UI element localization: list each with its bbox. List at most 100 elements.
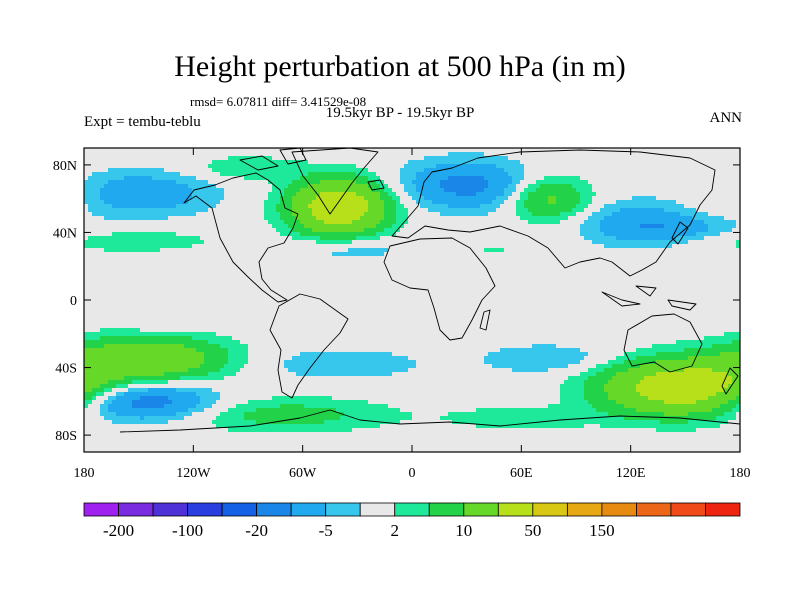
field-cell (672, 252, 677, 257)
field-cell (404, 152, 409, 157)
field-cell (604, 260, 609, 265)
field-cell (248, 200, 253, 205)
field-cell (220, 156, 225, 161)
field-cell (276, 228, 281, 233)
field-cell (452, 264, 457, 269)
field-cell (284, 200, 289, 205)
field-cell (232, 216, 237, 221)
field-cell (672, 180, 677, 185)
field-cell (116, 244, 121, 249)
field-cell (528, 188, 533, 193)
field-cell (236, 200, 241, 205)
field-cell (632, 216, 637, 221)
field-cell (260, 228, 265, 233)
field-cell (604, 160, 609, 165)
field-cell (396, 188, 401, 193)
field-cell (436, 200, 441, 205)
field-cell (444, 244, 449, 249)
field-cell (112, 252, 117, 257)
field-cell (732, 248, 737, 253)
field-cell (164, 244, 169, 249)
field-cell (656, 252, 661, 257)
field-cell (552, 264, 557, 269)
field-cell (580, 216, 585, 221)
field-cell (280, 184, 285, 189)
field-cell (472, 152, 477, 157)
field-cell (552, 172, 557, 177)
field-cell (432, 148, 437, 153)
field-cell (296, 168, 301, 173)
field-cell (528, 232, 533, 237)
field-cell (552, 248, 557, 253)
field-cell (540, 196, 545, 201)
field-cell (312, 208, 317, 213)
field-cell (736, 172, 741, 177)
field-cell (508, 208, 513, 213)
field-cell (660, 224, 665, 229)
field-cell (404, 196, 409, 201)
field-cell (536, 244, 541, 249)
field-cell (400, 244, 405, 249)
field-cell (212, 212, 217, 217)
field-cell (108, 268, 113, 273)
field-cell (676, 240, 681, 245)
field-cell (688, 256, 693, 261)
field-cell (244, 148, 249, 153)
field-cell (436, 180, 441, 185)
field-cell (352, 168, 357, 173)
field-cell (280, 252, 285, 257)
field-cell (380, 248, 385, 253)
field-cell (376, 160, 381, 165)
field-cell (692, 172, 697, 177)
field-cell (340, 176, 345, 181)
field-cell (92, 160, 97, 165)
field-cell (708, 192, 713, 197)
field-cell (184, 264, 189, 269)
field-cell (616, 204, 621, 209)
field-cell (156, 204, 161, 209)
field-cell (272, 260, 277, 265)
field-cell (492, 232, 497, 237)
field-cell (656, 200, 661, 205)
field-cell (108, 176, 113, 181)
field-cell (524, 172, 529, 177)
field-cell (280, 224, 285, 229)
field-cell (116, 184, 121, 189)
field-cell (712, 164, 717, 169)
field-cell (376, 224, 381, 229)
field-cell (184, 228, 189, 233)
field-cell (676, 188, 681, 193)
field-cell (204, 168, 209, 173)
field-cell (108, 224, 113, 229)
field-cell (516, 184, 521, 189)
field-cell (640, 236, 645, 241)
field-cell (360, 212, 365, 217)
field-cell (428, 244, 433, 249)
field-cell (244, 248, 249, 253)
field-cell (284, 232, 289, 237)
field-cell (724, 244, 729, 249)
field-cell (224, 164, 229, 169)
field-cell (136, 200, 141, 205)
field-cell (672, 148, 677, 153)
field-cell (400, 156, 405, 161)
field-cell (500, 192, 505, 197)
field-cell (484, 256, 489, 261)
field-cell (552, 156, 557, 161)
field-cell (720, 192, 725, 197)
field-cell (644, 164, 649, 169)
field-cell (104, 184, 109, 189)
field-cell (460, 188, 465, 193)
field-cell (424, 236, 429, 241)
field-cell (416, 232, 421, 237)
field-cell (192, 176, 197, 181)
field-cell (580, 188, 585, 193)
field-cell (680, 204, 685, 209)
field-cell (368, 220, 373, 225)
field-cell (260, 196, 265, 201)
field-cell (424, 220, 429, 225)
field-cell (708, 248, 713, 253)
field-cell (416, 260, 421, 265)
field-cell (128, 232, 133, 237)
field-cell (536, 152, 541, 157)
